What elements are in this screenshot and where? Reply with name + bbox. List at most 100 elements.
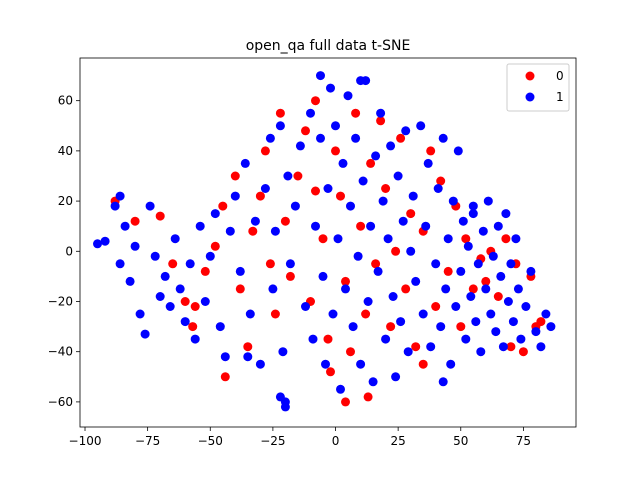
scatter-point-s0-7 [210,241,220,251]
scatter-point-s1-10 [155,292,165,301]
scatter-point-s1-98 [451,302,461,311]
scatter-point-s1-67 [368,377,378,387]
scatter-point-s0-56 [501,234,511,244]
scatter-point-s1-77 [393,171,403,181]
scatter-point-s1-139 [468,201,478,211]
scatter-point-s1-79 [398,216,408,226]
scatter-point-s0-1 [130,216,140,226]
scatter-point-s0-40 [401,284,411,294]
legend-box [506,63,570,112]
scatter-point-s1-70 [376,108,386,118]
scatter-point-s1-34 [270,226,280,236]
scatter-point-s1-135 [356,76,366,86]
scatter-point-s1-49 [323,184,333,193]
scatter-point-s0-15 [265,259,275,269]
scatter-point-s0-19 [285,271,295,281]
scatter-point-s1-35 [275,121,285,131]
scatter-point-s1-71 [378,196,388,206]
scatter-point-s1-82 [406,246,416,256]
scatter-point-s0-47 [443,266,453,276]
scatter-point-s1-54 [336,384,345,394]
scatter-point-s1-66 [366,221,376,231]
scatter-point-s1-136 [93,239,102,249]
scatter-point-s1-26 [235,266,245,276]
scatter-point-s1-59 [348,322,358,332]
scatter-point-s1-96 [446,359,456,369]
scatter-point-s0-69 [190,302,200,311]
scatter-point-s1-9 [150,251,160,261]
scatter-point-s0-50 [461,234,471,244]
scatter-point-s0-16 [270,309,280,319]
y-tick-label: 0 [65,244,73,258]
scatter-point-s1-44 [308,334,318,344]
scatter-point-s1-92 [436,322,446,332]
scatter-point-s0-68 [418,359,428,369]
scatter-point-s0-27 [336,191,345,201]
scatter-point-s1-13 [170,234,180,244]
scatter-point-s0-62 [536,317,546,327]
scatter-point-s1-1 [110,201,120,211]
scatter-point-s1-7 [140,329,150,339]
scatter-point-s1-132 [275,392,285,402]
scatter-point-s1-55 [338,158,348,168]
scatter-point-s1-116 [496,271,506,281]
scatter-point-s0-9 [230,171,240,181]
scatter-point-s1-91 [433,184,443,193]
scatter-point-s1-100 [456,266,466,276]
scatter-point-s1-11 [160,271,170,281]
scatter-point-s1-15 [180,317,190,327]
scatter-point-s1-123 [513,284,523,294]
scatter-point-s1-90 [431,259,441,269]
scatter-point-s1-117 [498,342,508,352]
scatter-point-s1-86 [418,309,428,319]
scatter-point-s1-62 [356,359,366,369]
scatter-point-s0-41 [406,209,416,219]
scatter-point-s0-5 [188,322,198,332]
scatter-point-s1-101 [458,216,468,226]
scatter-point-s1-87 [421,221,431,231]
scatter-point-s1-51 [328,309,338,319]
scatter-point-s1-133 [438,377,448,387]
scatter-point-s0-20 [293,171,303,181]
scatter-point-s1-102 [461,334,471,344]
scatter-point-s0-35 [376,116,386,126]
scatter-point-s1-78 [396,317,406,327]
legend-marker-0 [525,71,535,81]
scatter-point-s1-112 [486,309,496,319]
scatter-point-s1-61 [353,251,363,261]
scatter-point-s0-29 [346,347,355,357]
scatter-point-s1-125 [521,302,531,311]
scatter-point-s1-0 [100,236,110,246]
scatter-point-s1-60 [351,133,361,143]
y-tick-label: 60 [58,94,73,108]
scatter-point-s0-53 [481,276,491,286]
scatter-point-s0-39 [396,133,406,143]
scatter-point-s0-51 [468,284,478,294]
scatter-point-s0-45 [431,302,441,311]
scatter-point-s0-30 [351,108,361,118]
scatter-point-s0-21 [301,126,310,136]
scatter-point-s1-72 [381,334,391,344]
scatter-point-s0-65 [363,392,373,402]
scatter-point-s1-97 [448,196,458,206]
scatter-point-s0-33 [366,158,376,168]
scatter-point-s1-107 [473,259,483,269]
scatter-point-s1-6 [135,309,145,319]
scatter-point-s1-111 [483,196,493,206]
scatter-point-s0-14 [260,146,270,156]
scatter-point-s1-8 [145,201,155,211]
scatter-point-s1-40 [290,201,300,211]
scatter-point-s0-8 [218,201,228,211]
scatter-point-s0-34 [371,259,381,269]
scatter-point-s1-115 [493,221,503,231]
scatter-point-s1-43 [306,108,315,118]
plot-frame [79,57,577,428]
scatter-point-s1-131 [280,402,290,412]
scatter-point-s0-24 [318,234,328,244]
scatter-point-s1-65 [363,297,373,306]
scatter-point-s1-48 [321,359,330,369]
scatter-point-s1-103 [463,241,473,251]
y-tick-label: −60 [48,395,73,409]
scatter-point-s0-32 [361,309,371,319]
